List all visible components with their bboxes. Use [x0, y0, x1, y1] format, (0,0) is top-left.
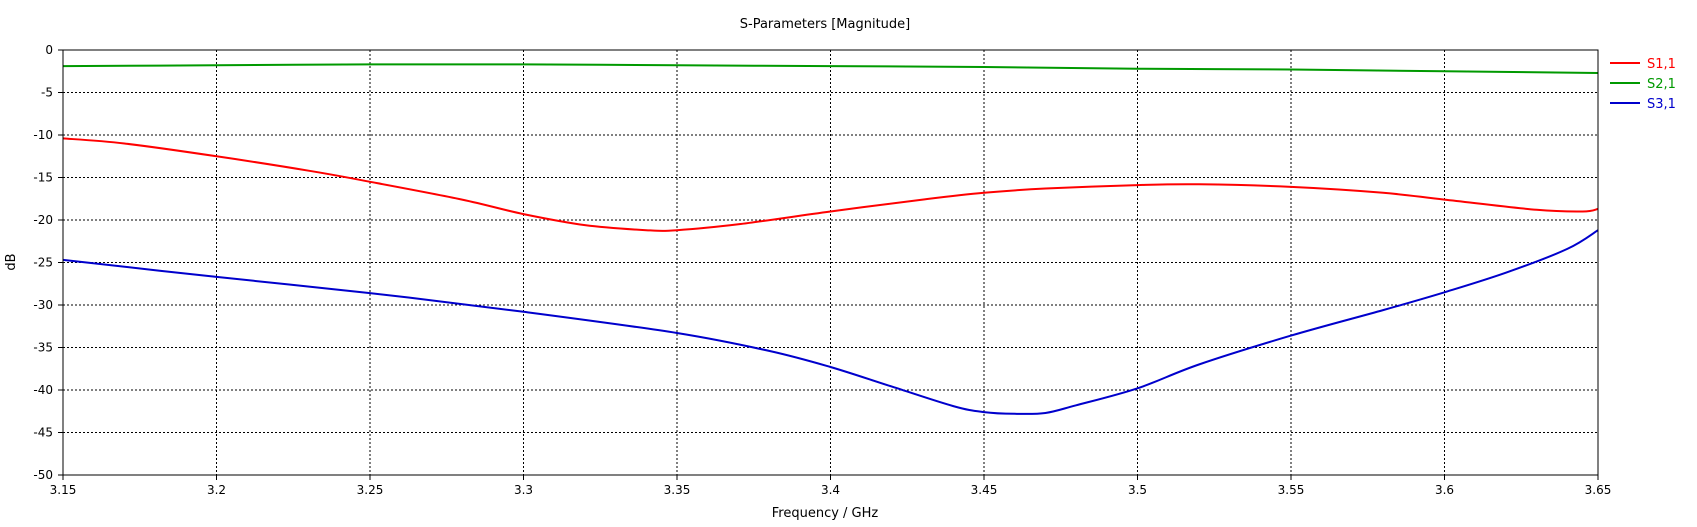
x-tick-label: 3.15 — [50, 483, 77, 497]
x-axis-label: Frequency / GHz — [772, 506, 879, 521]
legend-label: S2,1 — [1647, 77, 1676, 92]
x-tick-label: 3.45 — [971, 483, 998, 497]
series-line-s11 — [62, 137, 1599, 232]
x-tick-label: 3.65 — [1585, 483, 1612, 497]
series-lines — [62, 63, 1599, 415]
x-tick-label: 3.4 — [821, 483, 840, 497]
y-tick-label: -35 — [33, 341, 53, 355]
chart-title: S-Parameters [Magnitude] — [740, 17, 911, 32]
x-tick-label: 3.25 — [357, 483, 384, 497]
y-tick-label: -15 — [33, 171, 53, 185]
axis-ticks: 3.15 3.2 3.25 3.3 3.35 3.4 3.45 3.5 3.55 3.6 3.65 0… — [33, 43, 1611, 497]
y-tick-label: -20 — [33, 213, 53, 227]
y-tick-label: -25 — [33, 256, 53, 270]
y-tick-label: -50 — [33, 468, 53, 482]
series-line-s21 — [62, 63, 1599, 74]
y-tick-label: -10 — [33, 128, 53, 142]
y-tick-label: -40 — [33, 383, 53, 397]
series-line-s31 — [62, 229, 1599, 415]
legend-label: S1,1 — [1647, 57, 1676, 72]
x-tick-label: 3.5 — [1128, 483, 1147, 497]
x-tick-label: 3.3 — [514, 483, 533, 497]
grid-lines — [63, 50, 1598, 475]
y-axis-label: dB — [4, 253, 19, 270]
plot-frame — [62, 49, 1599, 476]
y-tick-label: 0 — [45, 43, 53, 57]
x-tick-label: 3.35 — [664, 483, 691, 497]
legend: S1,1 S2,1 S3,1 — [1610, 57, 1676, 112]
legend-label: S3,1 — [1647, 97, 1676, 112]
y-tick-label: -30 — [33, 298, 53, 312]
x-tick-label: 3.6 — [1435, 483, 1454, 497]
y-tick-label: -45 — [33, 426, 53, 440]
x-tick-label: 3.2 — [207, 483, 226, 497]
y-tick-label: -5 — [41, 86, 53, 100]
x-tick-label: 3.55 — [1278, 483, 1305, 497]
